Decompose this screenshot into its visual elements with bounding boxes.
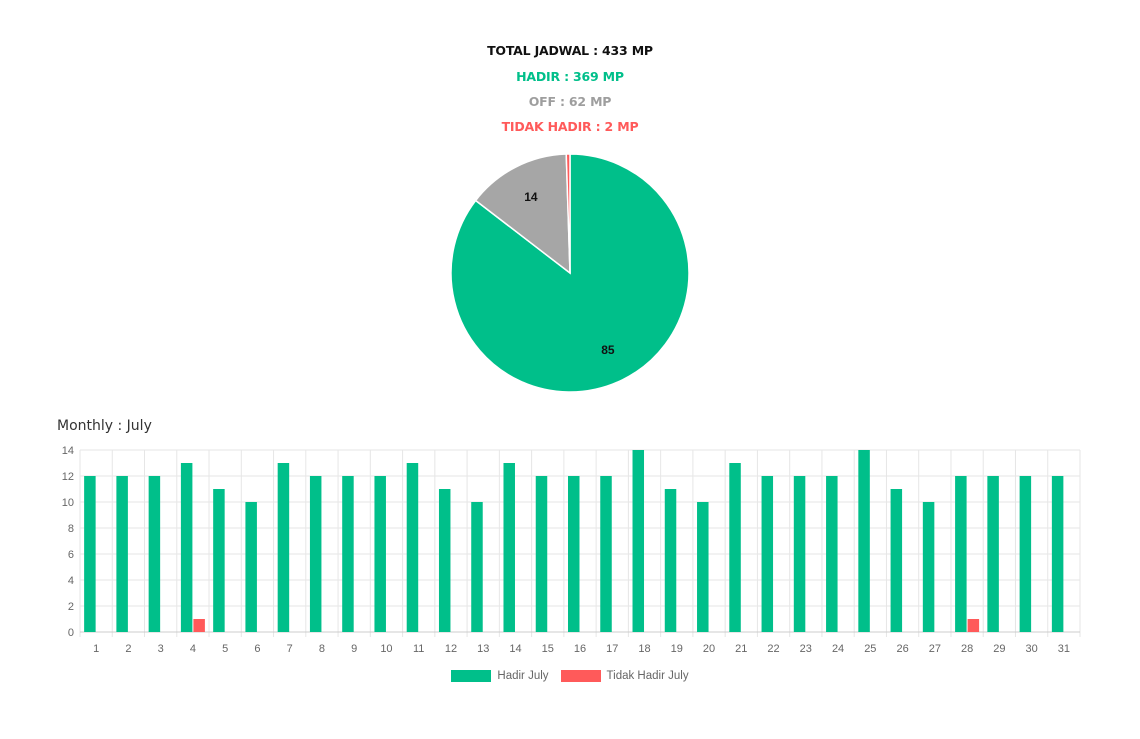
bar-hadir-16[interactable] [568, 476, 580, 632]
x-tick-label: 13 [477, 643, 489, 655]
bar-hadir-24[interactable] [826, 476, 838, 632]
y-tick-label: 6 [68, 549, 74, 561]
legend-swatch-hadir [451, 670, 492, 682]
pie-slice-label-0: 85 [601, 343, 615, 357]
x-tick-label: 7 [287, 643, 293, 655]
legend-label-tidak-hadir: Tidak Hadir July [606, 670, 689, 682]
bar-hadir-1[interactable] [84, 476, 96, 632]
x-tick-label: 12 [445, 643, 457, 655]
bar-hadir-7[interactable] [277, 463, 290, 632]
bar-hadir-25[interactable] [858, 450, 870, 632]
y-tick-label: 4 [68, 575, 74, 587]
bar-hadir-26[interactable] [890, 489, 903, 632]
bar-chart-legend: Hadir July Tidak Hadir July [0, 670, 1140, 682]
x-tick-label: 2 [125, 643, 131, 655]
x-tick-label: 5 [222, 643, 228, 655]
x-tick-label: 17 [606, 643, 618, 655]
legend-label-hadir: Hadir July [497, 670, 549, 682]
off-text: OFF : 62 MP [528, 94, 612, 109]
y-tick-label: 8 [68, 523, 74, 535]
bar-hadir-12[interactable] [438, 489, 451, 632]
x-tick-label: 29 [993, 643, 1005, 655]
bar-hadir-20[interactable] [697, 502, 709, 632]
bar-hadir-5[interactable] [213, 489, 225, 632]
legend-swatch-tidak-hadir [560, 670, 601, 682]
bar-hadir-28[interactable] [955, 476, 967, 632]
bar-hadir-19[interactable] [664, 489, 677, 632]
y-tick-label: 10 [62, 497, 74, 509]
x-tick-label: 4 [190, 643, 196, 655]
bar-hadir-10[interactable] [374, 476, 386, 632]
x-tick-label: 19 [671, 643, 683, 655]
x-tick-label: 9 [351, 643, 357, 655]
bar-hadir-3[interactable] [148, 476, 161, 632]
x-tick-label: 28 [961, 643, 973, 655]
x-tick-label: 16 [574, 643, 586, 655]
bar-hadir-27[interactable] [922, 502, 935, 632]
bar-hadir-15[interactable] [535, 476, 548, 632]
x-tick-label: 10 [380, 643, 392, 655]
bar-tidak-hadir-4[interactable] [193, 619, 205, 632]
bar-hadir-6[interactable] [245, 502, 257, 632]
pie-slice-2[interactable] [565, 153, 571, 274]
y-tick-label: 12 [62, 471, 74, 483]
legend-item-tidak-hadir[interactable]: Tidak Hadir July [560, 670, 689, 682]
x-tick-label: 1 [93, 643, 99, 655]
bar-hadir-2[interactable] [116, 476, 128, 632]
x-tick-label: 18 [638, 643, 650, 655]
x-tick-label: 21 [735, 643, 747, 655]
bar-tidak-hadir-28[interactable] [967, 619, 980, 632]
bar-hadir-18[interactable] [632, 450, 645, 632]
x-tick-label: 30 [1025, 643, 1037, 655]
bar-hadir-17[interactable] [600, 476, 612, 632]
y-tick-label: 0 [68, 627, 74, 639]
bar-hadir-4[interactable] [180, 463, 193, 632]
bar-hadir-11[interactable] [406, 463, 419, 632]
tidak-hadir-text: TIDAK HADIR : 2 MP [501, 119, 639, 134]
x-tick-label: 8 [319, 643, 325, 655]
y-tick-label: 14 [62, 445, 74, 457]
y-tick-label: 2 [68, 601, 74, 613]
x-tick-label: 25 [864, 643, 876, 655]
bar-hadir-22[interactable] [761, 476, 774, 632]
bar-hadir-30[interactable] [1019, 476, 1032, 632]
hadir-text: HADIR : 369 MP [516, 69, 624, 84]
bar-hadir-13[interactable] [471, 502, 483, 632]
bar-hadir-23[interactable] [793, 476, 806, 632]
monthly-chart-title: Monthly : July [57, 418, 152, 434]
x-tick-label: 26 [896, 643, 908, 655]
bar-hadir-9[interactable] [342, 476, 354, 632]
bar-hadir-14[interactable] [503, 463, 515, 632]
bar-hadir-21[interactable] [729, 463, 741, 632]
pie-slice-label-1: 14 [524, 190, 538, 204]
bar-hadir-8[interactable] [309, 476, 322, 632]
x-tick-label: 15 [542, 643, 554, 655]
x-tick-label: 3 [158, 643, 164, 655]
legend-item-hadir[interactable]: Hadir July [451, 670, 549, 682]
x-tick-label: 24 [832, 643, 844, 655]
bar-hadir-31[interactable] [1051, 476, 1064, 632]
x-tick-label: 22 [767, 643, 779, 655]
x-tick-label: 14 [509, 643, 521, 655]
bar-hadir-29[interactable] [987, 476, 999, 632]
x-tick-label: 6 [254, 643, 260, 655]
x-tick-label: 23 [800, 643, 812, 655]
x-tick-label: 11 [413, 643, 424, 655]
x-tick-label: 20 [703, 643, 715, 655]
attendance-pie-chart: 85 14 [450, 153, 690, 393]
total-jadwal-text: TOTAL JADWAL : 433 MP [487, 43, 653, 58]
x-tick-label: 27 [929, 643, 941, 655]
pie-slice-1[interactable] [474, 153, 571, 275]
x-tick-label: 31 [1058, 643, 1070, 655]
